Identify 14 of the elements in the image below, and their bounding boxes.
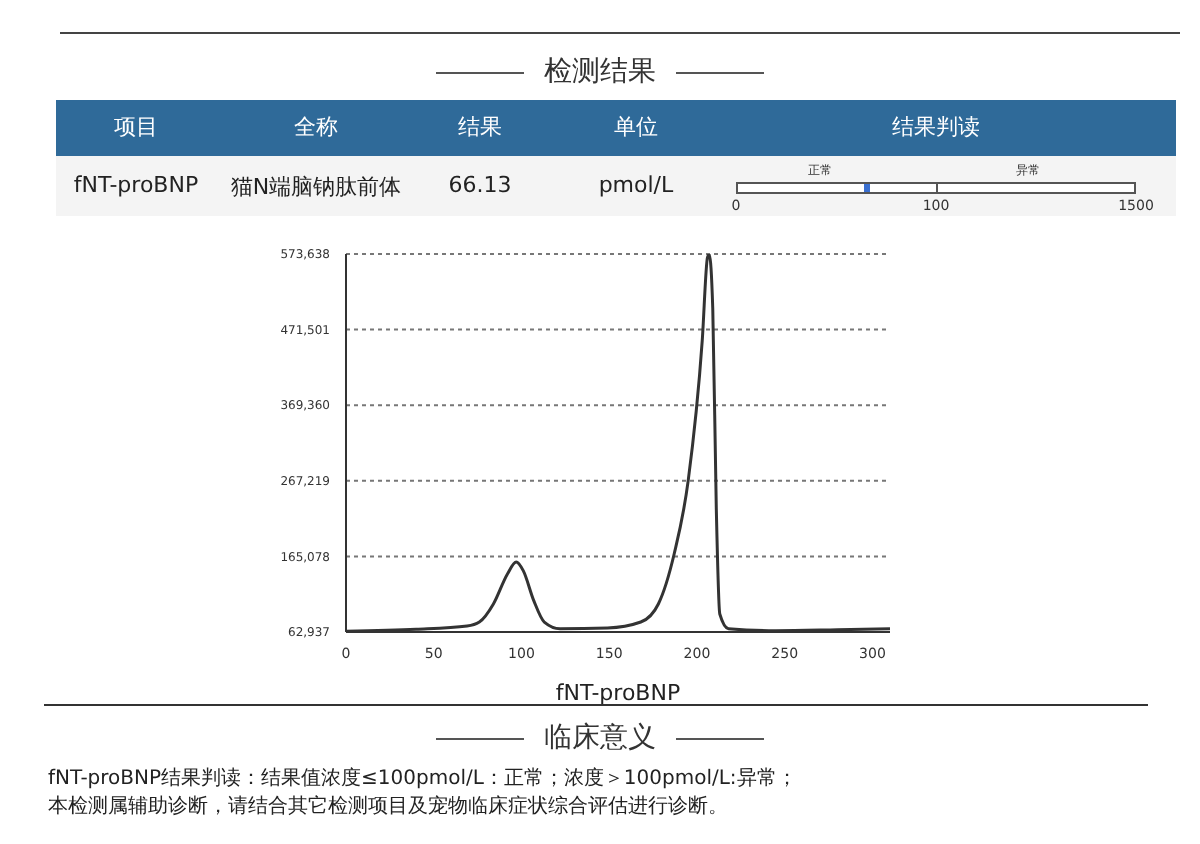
category-label: 单位: [612, 112, 660, 142]
text: 本检测属辅助诊断，请结合其它检测项目及宠物临床症状综合评估进行诊断。: [48, 793, 728, 820]
text: pmol/L: [596, 172, 676, 198]
x-axis-title: fNT-proBNP: [555, 680, 681, 706]
text: 66.13: [448, 172, 512, 198]
text: 检测结果: [544, 54, 656, 90]
category-label: 全称: [292, 112, 340, 142]
text: 临床意义: [544, 720, 656, 756]
text: fNT-proBNP结果判读：结果值浓度≤100pmol/L：正常；浓度＞100pmol/L:异常；: [48, 765, 797, 792]
category-label: 结果: [456, 112, 504, 142]
category-label: 结果判读: [890, 112, 982, 142]
text: fNT-proBNP: [73, 172, 199, 198]
text: 猫N端脑钠肽前体: [228, 172, 404, 202]
category-label: 项目: [112, 112, 160, 142]
